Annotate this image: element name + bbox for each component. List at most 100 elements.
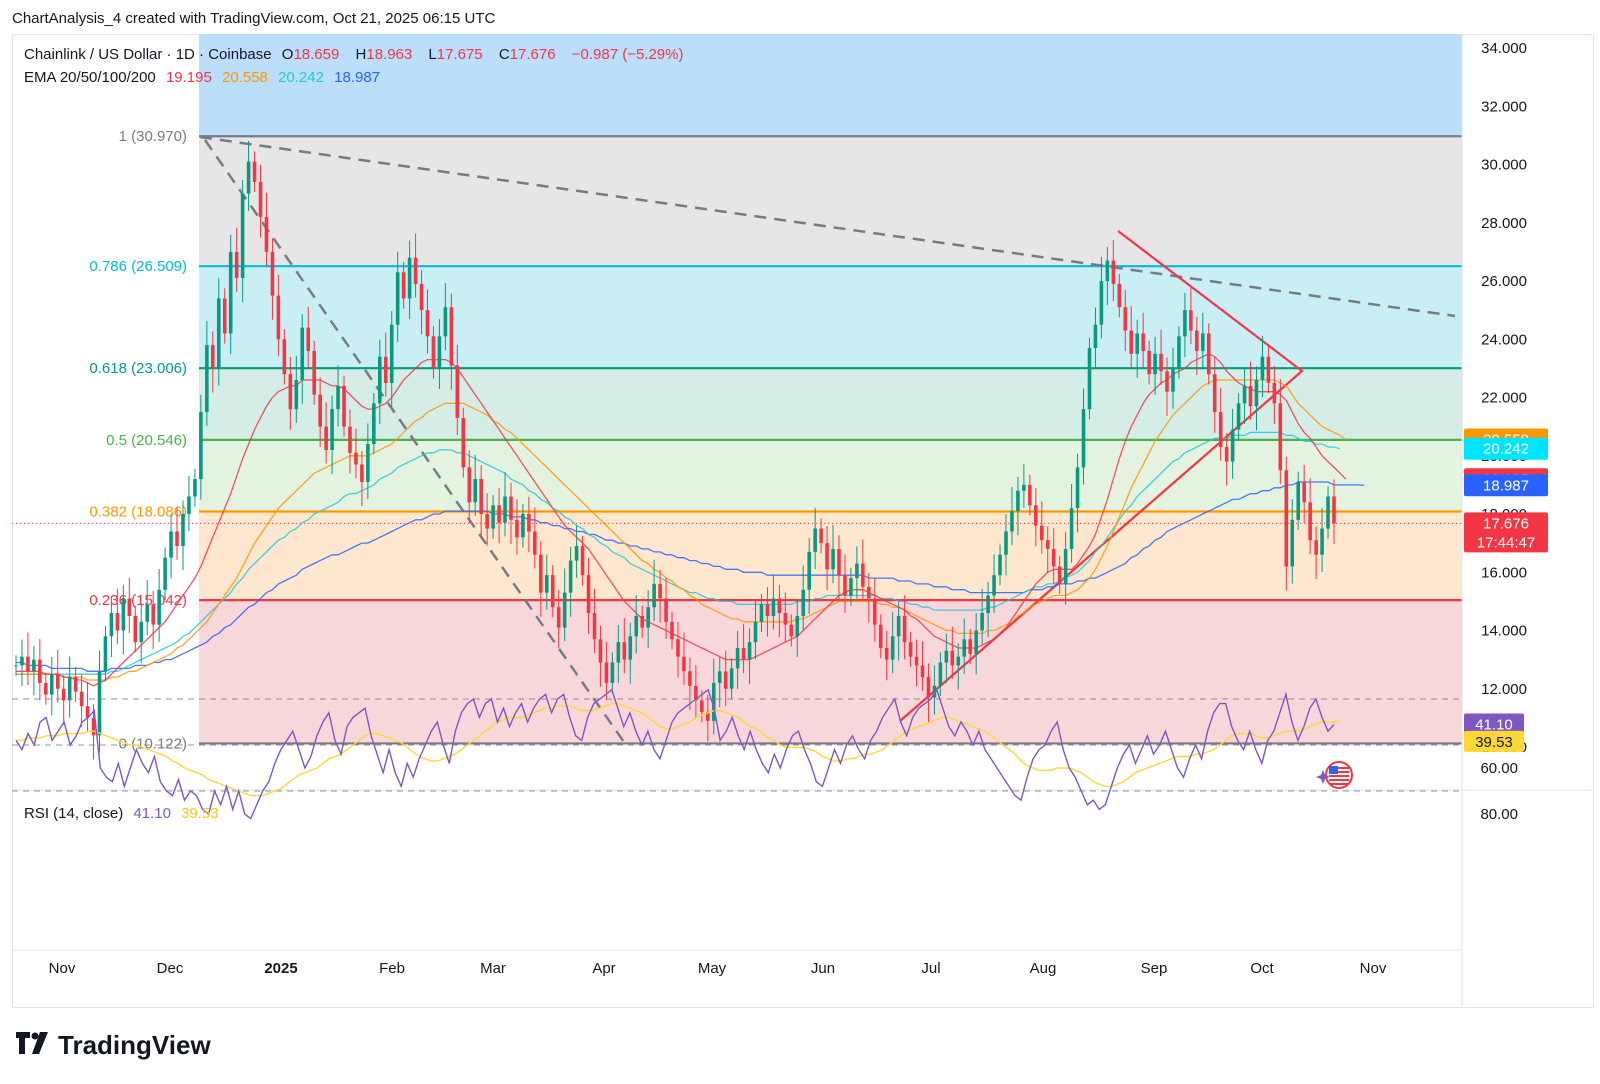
candle (187, 475, 191, 532)
candle (14, 655, 18, 676)
candle-body (753, 621, 758, 643)
candle-body (807, 551, 811, 590)
candle-body (1218, 412, 1223, 448)
candle (32, 645, 36, 696)
candle (872, 577, 877, 642)
candle (1081, 388, 1086, 485)
candle-body (956, 656, 961, 666)
ema200-value: 18.987 (334, 69, 381, 86)
candle-body (670, 621, 674, 640)
candle (288, 357, 293, 430)
candle-body (568, 560, 573, 593)
candle-body (91, 717, 96, 736)
candle (61, 675, 66, 725)
candle-body (252, 161, 257, 182)
candle (1135, 319, 1139, 378)
price-tick-label: 28.000 (1481, 215, 1527, 232)
price-tick-label: 12.000 (1481, 681, 1527, 698)
descending-trendline (199, 135, 1456, 318)
candle-body (777, 598, 782, 614)
candle (461, 407, 466, 478)
rsi-label[interactable]: RSI (14, close) (24, 805, 124, 822)
candle-body (306, 327, 311, 351)
time-tick-label: Oct (1250, 960, 1274, 977)
candle (1230, 408, 1235, 479)
candle (932, 665, 937, 715)
candle-body (187, 496, 191, 514)
candle (515, 499, 519, 555)
candle (199, 394, 203, 500)
candle-body (1069, 508, 1074, 549)
candle (807, 538, 811, 614)
ema-label[interactable]: EMA 20/50/100/200 (24, 69, 156, 86)
candle-body (759, 604, 764, 622)
symbol-name[interactable]: Chainlink / US Dollar · 1D · Coinbase (24, 46, 272, 63)
candle-body (1290, 519, 1295, 567)
candle-body (1236, 403, 1241, 430)
candle-body (735, 647, 740, 669)
tradingview-logo[interactable]: TradingView (16, 1030, 211, 1061)
candle (1147, 340, 1151, 385)
candle-body (640, 615, 644, 628)
candle-body (1075, 467, 1080, 509)
fib-level-label: 1 (30.970) (119, 128, 187, 145)
candle (878, 614, 883, 659)
candle (1039, 501, 1044, 554)
candle (974, 613, 978, 675)
candle (1254, 366, 1259, 431)
ema100-value: 20.242 (278, 69, 324, 86)
candle-body (1302, 481, 1306, 503)
candle-body (85, 706, 90, 718)
time-tick-label: Aug (1030, 960, 1057, 977)
candle (1290, 499, 1295, 584)
candle (1183, 292, 1187, 358)
candle-body (32, 659, 36, 672)
candle-body (700, 700, 704, 713)
candle-body (38, 659, 42, 683)
candle (282, 329, 287, 385)
flag-stripe (1329, 771, 1349, 773)
candle-body (348, 426, 352, 453)
candle-body (449, 307, 454, 366)
candle (234, 227, 239, 292)
time-tick-label: 2025 (264, 960, 297, 977)
candle (1016, 477, 1020, 536)
candle-body (300, 327, 305, 381)
candle (777, 584, 782, 638)
candle-body (20, 656, 24, 666)
symbol-legend: Chainlink / US Dollar · 1D · Coinbase O1… (24, 46, 689, 63)
candle (1314, 526, 1318, 579)
candle (658, 570, 662, 623)
candle-body (270, 251, 275, 296)
candle-body (980, 613, 984, 631)
open-value: 18.659 (293, 46, 340, 63)
candle (252, 151, 257, 193)
candle-body (986, 595, 990, 614)
candle (55, 650, 60, 703)
candle (222, 288, 227, 344)
rsi-ma-value: 39.53 (181, 805, 219, 822)
candle-body (604, 662, 609, 683)
candle (676, 622, 680, 678)
candle (544, 554, 549, 610)
candle (151, 590, 155, 649)
candle (1236, 393, 1241, 440)
candle (240, 179, 245, 303)
us-flag-icon (1316, 761, 1353, 789)
candle (491, 495, 495, 539)
candle-body (741, 647, 746, 660)
candle (813, 507, 817, 570)
candle (950, 626, 955, 680)
candle-body (521, 514, 525, 538)
candle (163, 547, 167, 600)
candle (1063, 531, 1068, 605)
candle (318, 377, 322, 448)
candle (1129, 306, 1134, 368)
candle-body (145, 604, 149, 622)
candle (706, 694, 710, 742)
ema200-line (16, 481, 1364, 672)
candle-body (372, 403, 376, 445)
candle-body (1278, 403, 1283, 471)
candle-body (1087, 347, 1092, 410)
